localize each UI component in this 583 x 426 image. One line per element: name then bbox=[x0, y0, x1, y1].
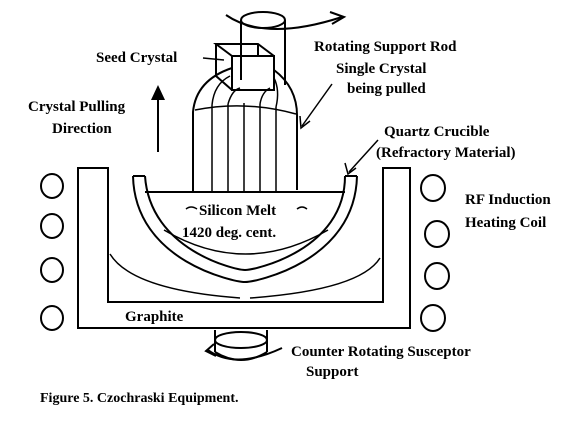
seed-crystal-leader bbox=[202, 57, 225, 61]
melt-surface-mark-right bbox=[296, 206, 308, 210]
label-susceptor-2: Support bbox=[306, 364, 359, 380]
silicon-melt bbox=[109, 191, 381, 299]
label-seed-crystal: Seed Crystal bbox=[96, 50, 177, 66]
label-susceptor-1: Counter Rotating Susceptor bbox=[291, 344, 471, 360]
label-rf-coil-2: Heating Coil bbox=[465, 215, 546, 231]
rod-rotation-arrow bbox=[225, 11, 347, 30]
label-graphite: Graphite bbox=[125, 309, 184, 325]
graphite-susceptor bbox=[77, 167, 411, 329]
label-quartz-crucible-1: Quartz Crucible bbox=[384, 124, 490, 140]
support-rotation-arrow bbox=[204, 343, 283, 361]
single-crystal-boule bbox=[192, 67, 299, 193]
seed-crystal-cube bbox=[213, 43, 275, 91]
rf-coil-right bbox=[420, 174, 450, 332]
label-rf-coil-1: RF Induction bbox=[465, 192, 551, 208]
quartz-crucible bbox=[132, 175, 358, 284]
label-single-crystal-1: Single Crystal bbox=[336, 61, 426, 77]
label-rotating-support-rod: Rotating Support Rod bbox=[314, 39, 457, 55]
melt-surface-mark-left bbox=[185, 206, 198, 210]
label-silicon-melt: Silicon Melt bbox=[199, 203, 276, 219]
label-single-crystal-2: being pulled bbox=[347, 81, 426, 97]
pulling-direction-arrow bbox=[151, 85, 165, 152]
label-melt-temp: 1420 deg. cent. bbox=[182, 225, 276, 241]
figure-caption: Figure 5. Czochraski Equipment. bbox=[40, 391, 238, 406]
rf-coil-left bbox=[40, 173, 64, 331]
quartz-crucible-leader bbox=[344, 139, 379, 176]
label-quartz-crucible-2: (Refractory Material) bbox=[376, 145, 516, 161]
label-pulling-direction-1: Crystal Pulling bbox=[28, 99, 126, 115]
label-pulling-direction-2: Direction bbox=[52, 121, 112, 137]
single-crystal-leader bbox=[299, 83, 333, 130]
